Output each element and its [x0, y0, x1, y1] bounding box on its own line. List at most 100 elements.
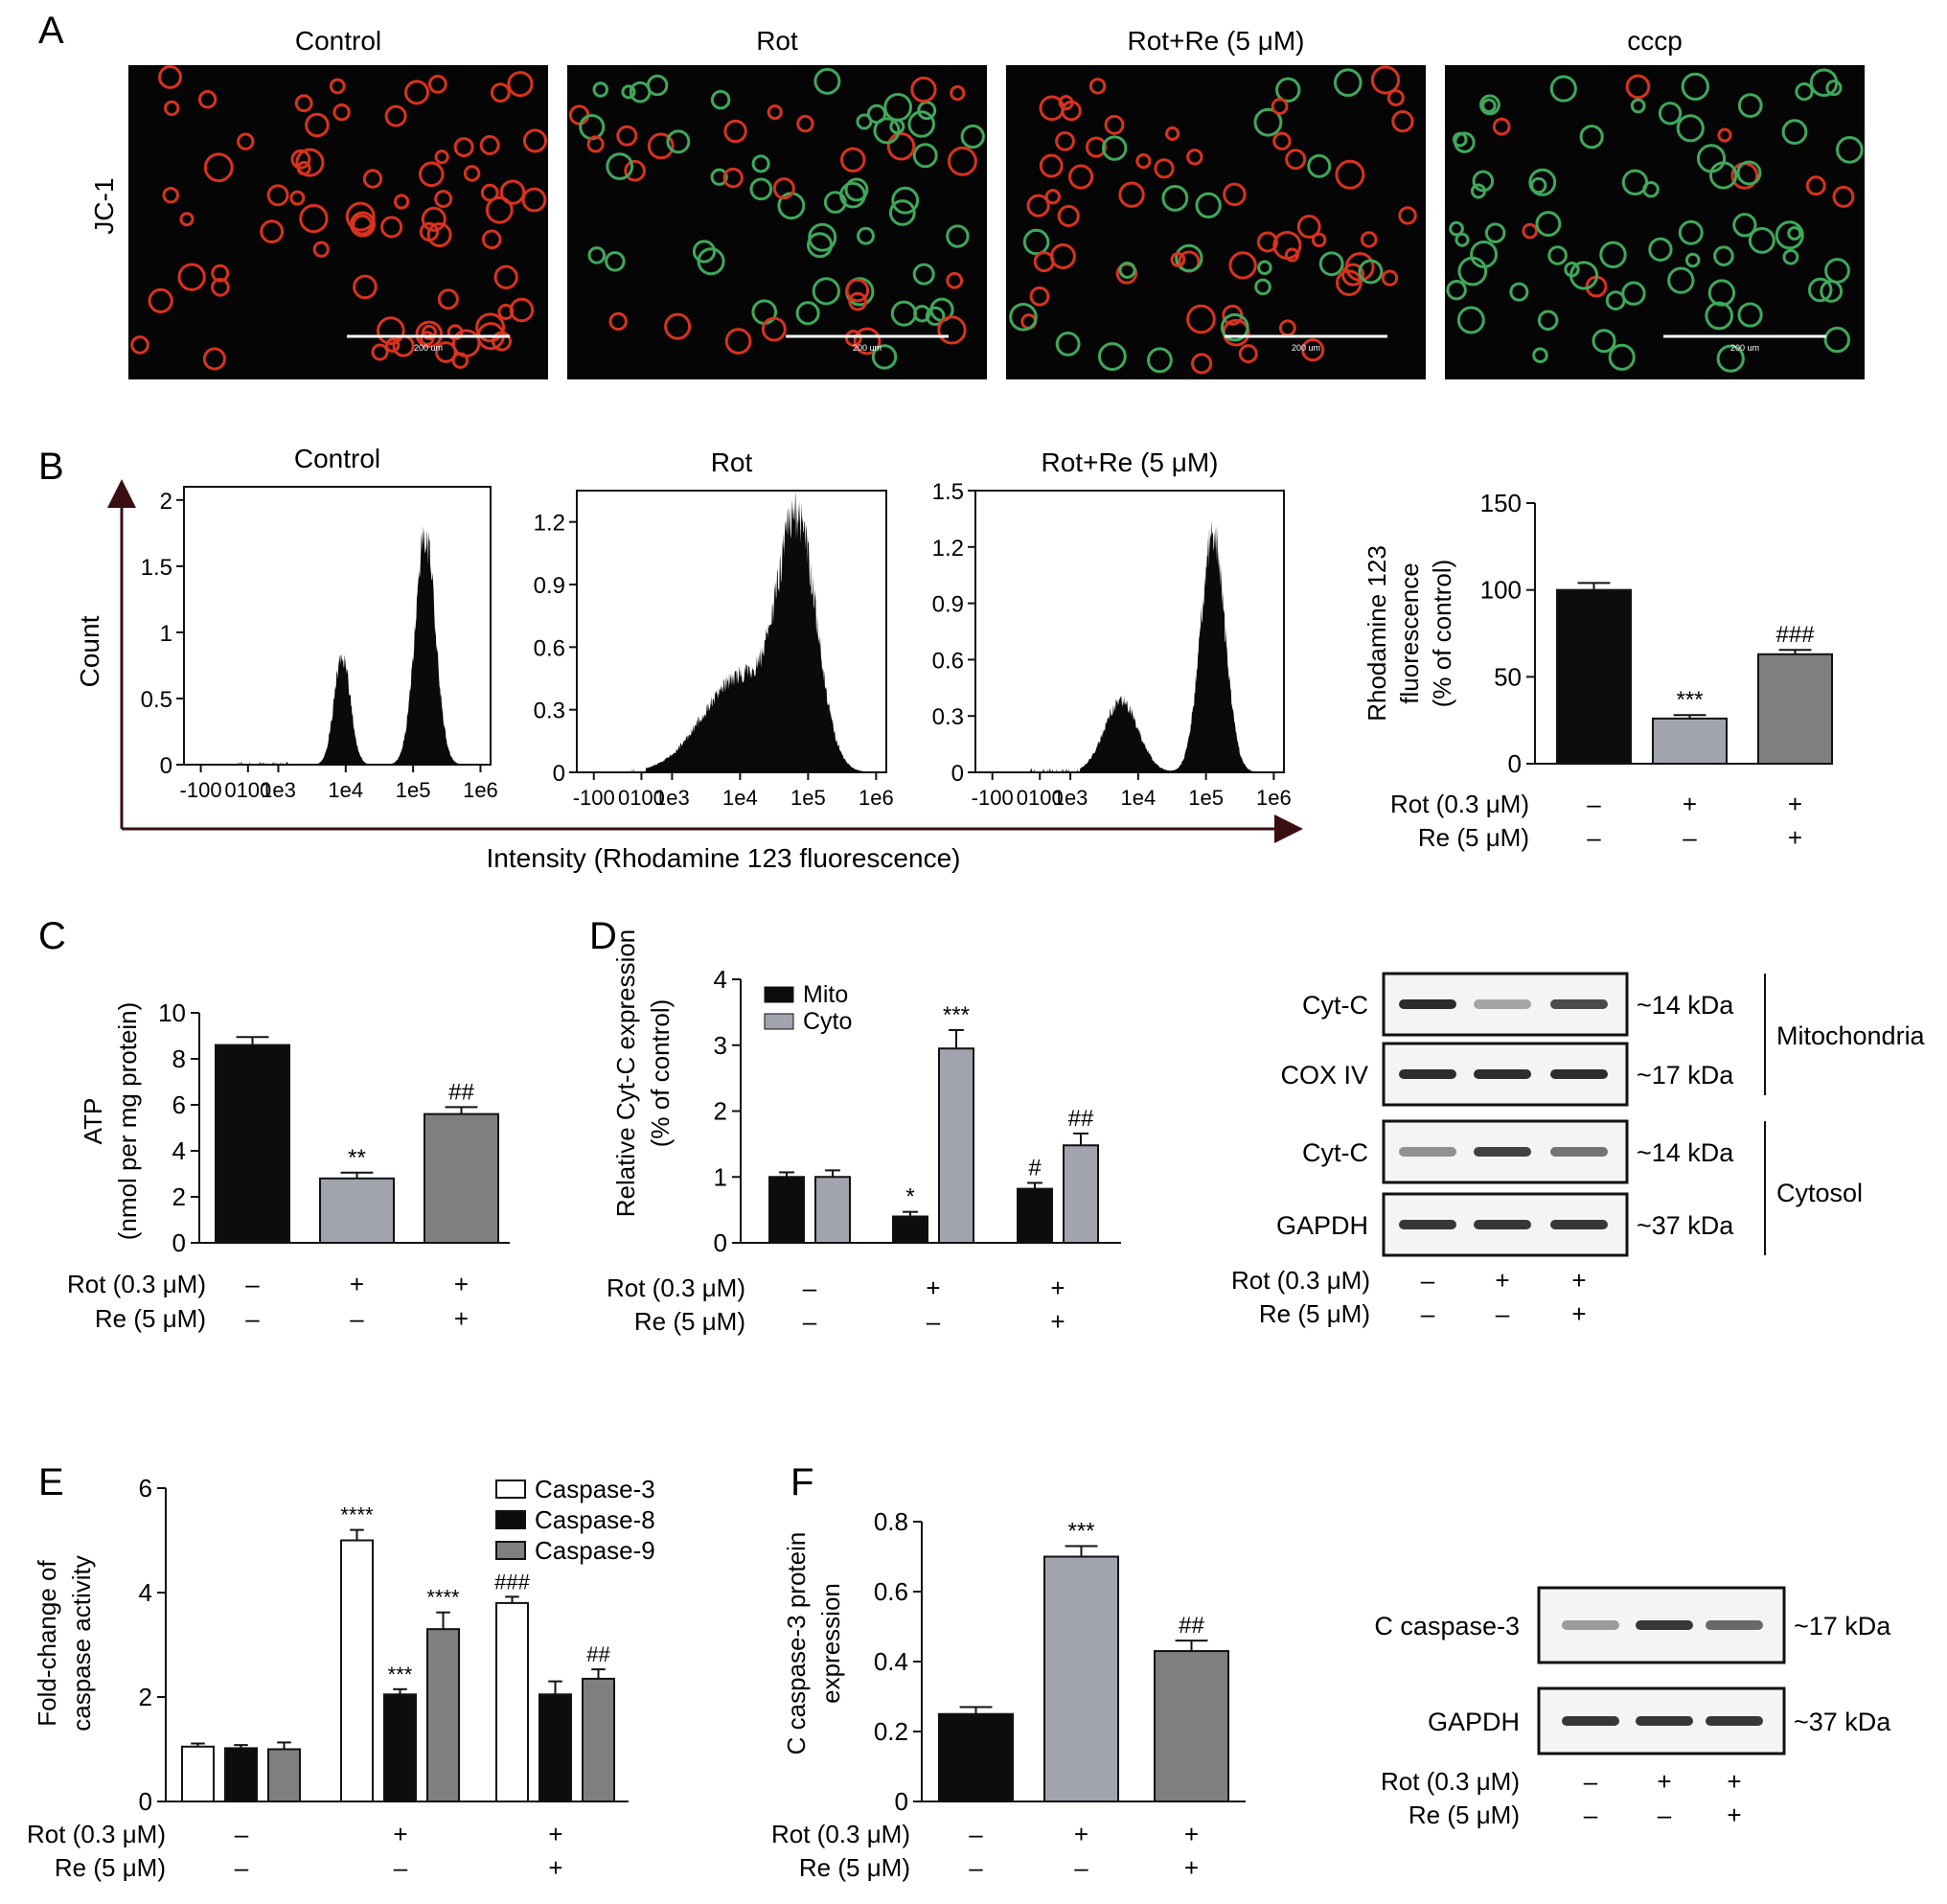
y-tick-label: 1.2	[534, 511, 565, 537]
panel-f-ccasp3-bar-chart: 0 0.2 0.4 0.6 0.8 *** ## C caspase-3 protein exp…	[771, 1507, 1246, 1882]
cell	[1022, 228, 1050, 256]
cell	[404, 80, 429, 105]
re-sign: –	[1658, 1801, 1672, 1829]
cell	[1341, 263, 1365, 287]
cell	[1271, 98, 1289, 115]
cell	[1154, 158, 1175, 179]
cell	[795, 301, 820, 326]
y-tick-label: 10	[158, 998, 186, 1027]
cell	[1186, 304, 1216, 334]
blot-row-label: Cyt-C	[1302, 991, 1368, 1020]
cell	[772, 177, 795, 200]
cell	[434, 190, 453, 209]
cell	[1336, 269, 1363, 297]
cell	[1481, 98, 1497, 114]
rot-treatment-label: Rot (0.3 μM)	[67, 1270, 206, 1298]
cell	[844, 330, 862, 347]
panel-label-b: B	[38, 446, 64, 488]
significance-label: ***	[388, 1663, 413, 1686]
legend-label: Caspase-3	[535, 1475, 655, 1503]
rot-sign: +	[1184, 1820, 1199, 1848]
cell	[295, 148, 325, 177]
panel-label-e: E	[38, 1461, 64, 1503]
cell	[1471, 183, 1486, 199]
cell	[629, 80, 652, 103]
x-tick-label: 1e4	[328, 778, 363, 802]
cell	[1104, 114, 1125, 135]
re-treatment-label: Re (5 μM)	[55, 1853, 166, 1882]
cell	[1285, 149, 1307, 171]
y-tick-label: 0	[553, 761, 565, 787]
cell	[1484, 222, 1506, 243]
cell	[1535, 211, 1562, 238]
rot-sign: +	[1050, 1273, 1065, 1302]
cell	[211, 277, 230, 297]
rot-sign: –	[1421, 1266, 1435, 1295]
y-axis-label: Rhodamine 123	[1363, 545, 1391, 722]
y-tick-label: 0.6	[874, 1577, 908, 1606]
y-tick-label: 6	[172, 1090, 186, 1119]
blot-band	[1562, 1716, 1619, 1726]
significance-label: ##	[448, 1079, 474, 1105]
cell	[490, 82, 511, 103]
cell	[1238, 344, 1258, 364]
micrograph-title: Control	[295, 26, 381, 56]
significance-label: **	[348, 1145, 366, 1171]
significance-label: ##	[1068, 1106, 1094, 1132]
cell	[1085, 136, 1108, 158]
cell	[1625, 74, 1651, 100]
x-tick-label: 1e6	[1256, 786, 1292, 810]
cell	[796, 114, 814, 133]
cell	[1782, 248, 1799, 265]
cell	[1825, 80, 1843, 97]
cell	[1318, 251, 1344, 277]
blot-band	[1562, 1620, 1619, 1630]
blot-band	[1706, 1620, 1763, 1630]
x-tick-label: 1e4	[1120, 786, 1156, 810]
histogram-title: Rot	[711, 447, 753, 477]
panel-f-western-blot: C caspase-3 ~17 kDa GAPDH ~37 kDa Rot (0.3 μ…	[1374, 1586, 1891, 1829]
cell	[499, 179, 526, 205]
cell	[1707, 279, 1736, 307]
cell	[1311, 232, 1327, 248]
cell	[177, 263, 206, 291]
cell	[1301, 338, 1325, 362]
cell	[1470, 240, 1499, 268]
cell	[647, 132, 675, 160]
cell	[1253, 107, 1283, 137]
histogram-title: Rot+Re (5 μM)	[1042, 447, 1219, 477]
panel-b-histograms: Count Intensity (Rhodamine 123 fluoresce…	[75, 444, 1303, 873]
cell	[710, 168, 728, 186]
cell	[913, 305, 931, 323]
cell	[1579, 125, 1604, 149]
cell	[380, 216, 403, 239]
cell	[1805, 175, 1826, 196]
cell	[845, 278, 870, 303]
cell	[1454, 131, 1476, 153]
cell	[1681, 72, 1709, 102]
significance-label: ***	[1067, 1519, 1094, 1545]
micrograph-background	[1445, 65, 1865, 379]
re-sign: –	[969, 1853, 983, 1882]
cell	[437, 288, 459, 310]
cell	[1165, 126, 1180, 142]
bar	[426, 1628, 460, 1803]
cell	[848, 291, 868, 311]
blot-kda-label: ~17 kDa	[1794, 1612, 1891, 1640]
cell	[164, 100, 180, 117]
cell	[844, 177, 869, 202]
y-tick-label: 0.8	[874, 1507, 908, 1536]
histogram-distribution	[238, 525, 477, 765]
cell	[1509, 282, 1529, 302]
cell	[1736, 160, 1762, 186]
cell	[509, 297, 535, 323]
bar	[1556, 588, 1632, 766]
cell	[1335, 159, 1365, 190]
cell	[586, 135, 605, 153]
y-tick-label: 0.9	[534, 573, 565, 599]
legend-swatch	[495, 1480, 526, 1499]
blot-band	[1474, 1147, 1531, 1157]
y-axis-label: Fold-change of	[33, 1560, 61, 1727]
cell	[856, 113, 873, 130]
cell	[290, 149, 311, 170]
